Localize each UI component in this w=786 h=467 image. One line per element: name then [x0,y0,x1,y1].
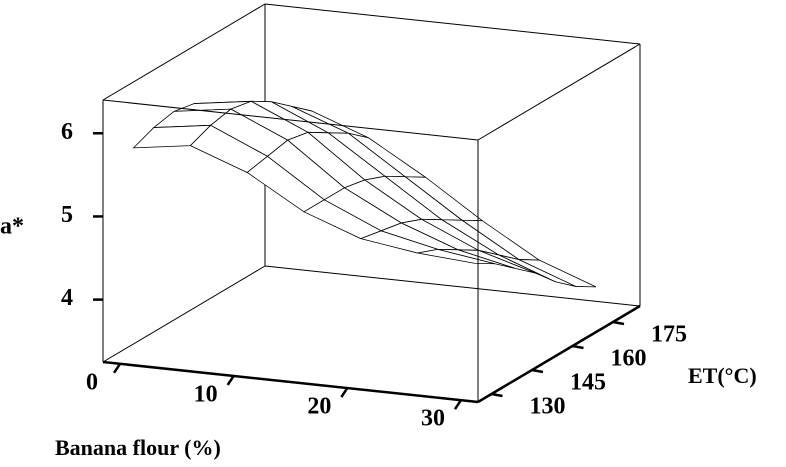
z-tick-label: 5 [61,202,73,228]
box-edge [264,265,641,307]
surface-cell [518,259,597,288]
x-tick-label: 20 [307,394,331,420]
x-tick [113,363,122,374]
box-edge [102,3,266,101]
box-edge [102,360,479,404]
z-axis-label: a* [0,214,24,240]
y-tick-label: 160 [611,346,647,372]
x-tick-label: 30 [421,406,445,432]
y-tick [572,344,584,350]
y-tick [531,368,544,374]
y-axis-label: ET(°C) [688,363,757,388]
z-tick-label: 4 [61,285,73,311]
x-tick-label: 0 [86,369,98,395]
x-tick [226,375,235,386]
x-tick-label: 10 [194,381,218,407]
x-tick [340,387,349,398]
x-axis-label: Banana flour (%) [55,435,221,460]
z-tick-label: 6 [61,119,73,145]
y-tick-label: 175 [651,322,687,348]
surface-cell [417,248,495,265]
box-edge [102,265,266,363]
x-tick [453,399,462,410]
y-tick [491,392,503,398]
y-tick-label: 130 [530,394,566,420]
y-tick-label: 145 [570,370,606,396]
box-edge [477,43,641,141]
box-edge [264,3,641,45]
y-tick [612,320,625,326]
box-edge [102,99,479,141]
